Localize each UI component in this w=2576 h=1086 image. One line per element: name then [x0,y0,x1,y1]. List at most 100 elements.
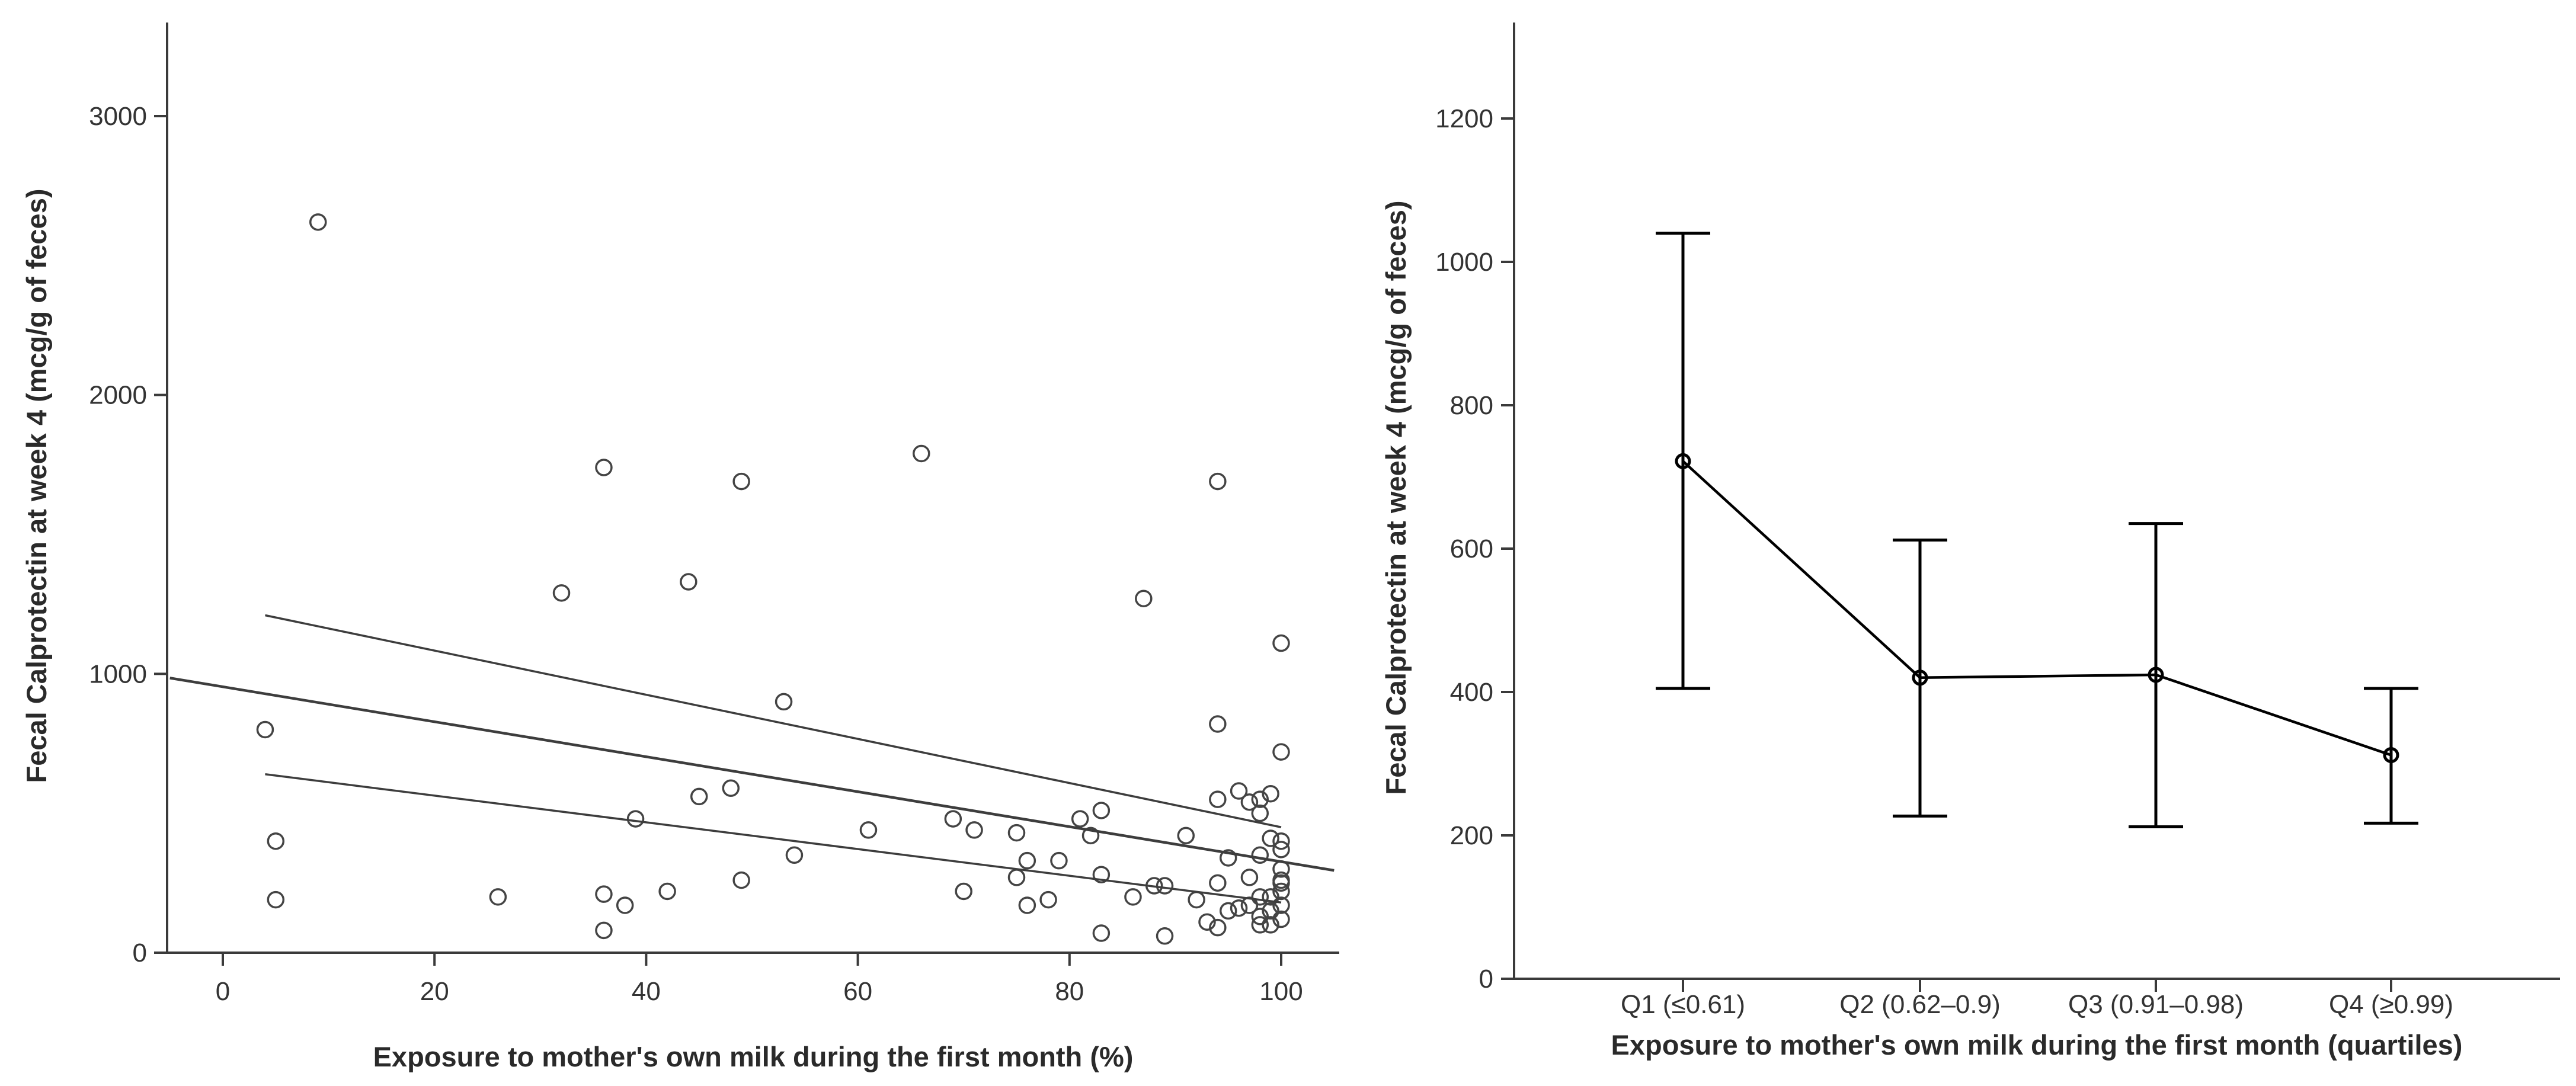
scatter-point [1198,913,1216,931]
scatter-point [267,890,285,909]
error-bars [1656,232,2418,828]
scatter-point [1272,743,1290,761]
scatter-point [1272,910,1290,928]
scatter-point [1209,874,1227,892]
scatter-point [1272,896,1290,914]
scatter-point [1135,590,1153,608]
mean-point [2148,667,2164,683]
scatter-point [1018,851,1036,870]
scatter-point [1209,790,1227,808]
scatter-point [680,573,697,591]
scatter-point [955,882,972,901]
right-y-tick-label: 200 [1450,821,1493,850]
left-x-ticks: 0 20 40 60 80 100 [216,953,1303,1006]
left-x-tick-label: 100 [1259,977,1303,1006]
scatter-point [1007,824,1026,842]
scatter-point [1209,472,1227,491]
right-y-tick-label: 400 [1450,678,1493,707]
scatter-point [1007,869,1026,886]
mean-point [1675,453,1691,469]
scatter-point [732,472,750,491]
right-x-tick-label: Q3 (0.91–0.98) [2068,990,2244,1019]
left-y-axis-title: Fecal Calprotectin at week 4 (mcg/g of f… [21,189,52,783]
scatter-point [1209,715,1227,733]
scatter-point [256,720,274,739]
scatter-point [1188,890,1205,909]
mean-points [1675,453,2399,763]
right-y-ticks: 0 200 400 600 800 1000 1200 [1435,104,1514,994]
scatter-point [859,821,878,839]
left-x-tick-label: 40 [632,977,661,1006]
left-y-tick-label: 3000 [89,102,147,131]
scatter-point [1272,841,1290,858]
scatter-point [1240,793,1259,811]
mean-point [2383,747,2399,763]
left-y-tick-label: 0 [133,938,147,968]
scatter-point [1156,927,1174,945]
scatter-point [732,871,750,889]
right-x-ticks: Q1 (≤0.61) Q2 (0.62–0.9) Q3 (0.91–0.98) Q4 … [1621,979,2453,1019]
scatter-point [775,693,793,711]
scatter-point [1219,849,1237,867]
right-y-tick-label: 1000 [1435,248,1493,277]
scatter-point [690,787,708,806]
left-y-tick-label: 2000 [89,381,147,410]
mean-connecting-line [1682,460,2392,757]
scatter-point [595,885,613,903]
scatter-point [1209,918,1227,937]
right-x-tick-label: Q1 (≤0.61) [1621,990,1745,1019]
scatter-point [658,882,676,901]
scatter-point [616,896,634,914]
scatter-point [1219,902,1237,920]
right-x-tick-label: Q4 (≥0.99) [2329,990,2453,1019]
scatter-point [1272,832,1290,850]
scatter-point [1251,888,1269,906]
scatter-point [1230,899,1248,917]
scatter-point [1240,869,1259,886]
right-y-axis-title: Fecal Calprotectin at week 4 (mcg/g of f… [1380,201,1412,795]
errorbar-panel: 0 200 400 600 800 1000 1200 Q1 (≤0.61) Q2 (0.62… [1380,23,2560,1061]
scatter-point [1272,882,1290,901]
regression-line [169,677,1335,872]
right-y-tick-label: 800 [1450,391,1493,420]
scatter-point [1050,851,1068,870]
ci-lower-line [265,773,1282,904]
scatter-point [309,213,327,231]
left-x-tick-label: 80 [1055,977,1084,1006]
scatter-panel: 0 1000 2000 3000 0 20 40 60 80 100 Exposure to m… [21,23,1339,1072]
scatter-point [1251,790,1269,808]
scatter-point [1272,634,1290,652]
scatter-point [1262,888,1279,906]
scatter-point [1092,866,1111,883]
scatter-point [1018,896,1036,914]
left-x-tick-label: 60 [843,977,872,1006]
scatter-point [1272,871,1290,889]
scatter-point [552,584,571,602]
scatter-point [1251,916,1269,934]
scatter-point [1262,829,1279,847]
scatter-point [1230,782,1248,800]
scatter-point [1251,908,1269,925]
scatter-point [1177,826,1195,845]
scatter-point [1081,826,1100,845]
scatter-point [489,888,507,906]
scatter-point [722,779,740,797]
scatter-point [944,810,962,828]
left-x-tick-label: 0 [216,977,230,1006]
right-y-tick-label: 1200 [1435,104,1493,133]
left-y-tick-label: 1000 [89,659,147,688]
scatter-point [595,459,613,476]
scatter-point [1262,784,1279,803]
scatter-point [1092,924,1111,942]
scatter-point [965,821,983,839]
scatter-point [1092,802,1111,819]
left-x-axis-title: Exposure to mother's own milk during the… [373,1041,1134,1072]
scatter-point [1251,846,1269,864]
scatter-point [1262,902,1279,920]
right-y-tick-label: 600 [1450,534,1493,563]
scatter-point [1251,804,1269,822]
right-x-axis-title: Exposure to mother's own milk during the… [1611,1029,2463,1061]
scatter-points [256,213,1290,945]
scatter-point [913,444,930,463]
scatter-point [1039,890,1057,909]
